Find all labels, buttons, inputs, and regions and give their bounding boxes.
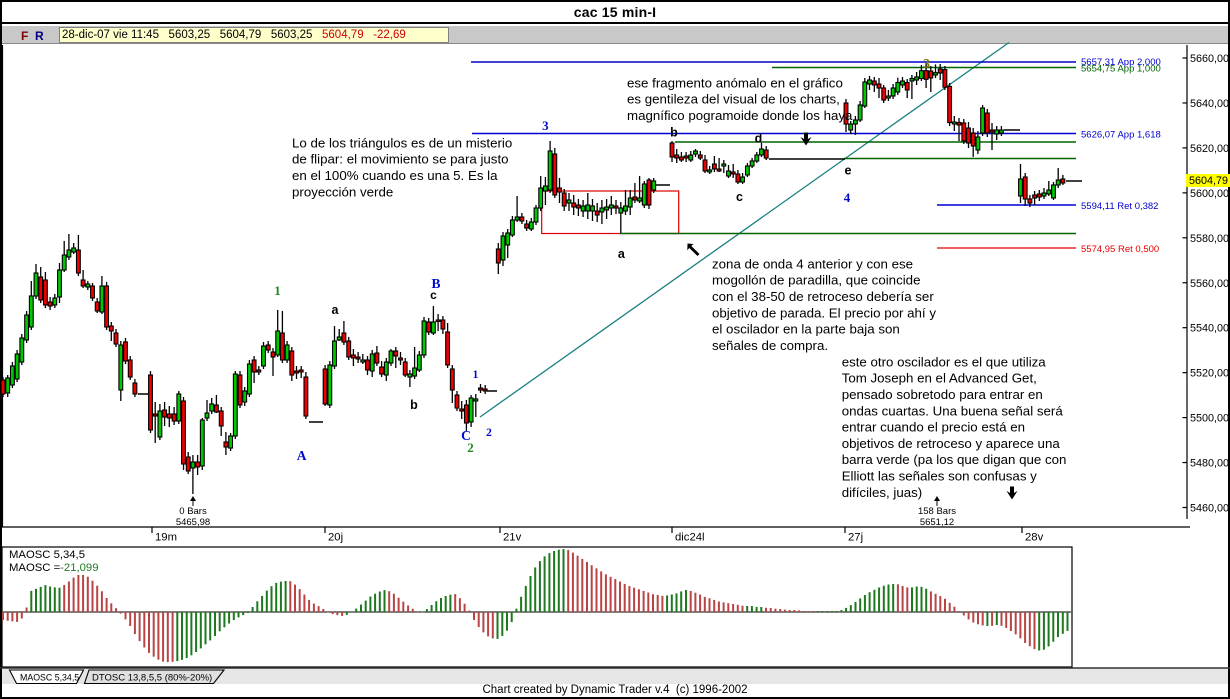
svg-text:ondas cuartas. Una buena señal: ondas cuartas. Una buena señal será <box>842 403 1064 418</box>
svg-text:objetivos de retroceso y apare: objetivos de retroceso y aparece una <box>842 436 1061 451</box>
svg-text:a: a <box>332 303 340 317</box>
svg-text:en el 100% cuando es una 5. Es: en el 100% cuando es una 5. Es la <box>292 168 498 183</box>
svg-text:20j: 20j <box>328 532 343 544</box>
svg-text:4: 4 <box>844 190 851 205</box>
svg-text:este otro oscilador es el que: este otro oscilador es el que utiliza <box>842 354 1047 369</box>
svg-text:barra verde (pa los que digan: barra verde (pa los que digan que con <box>842 452 1067 467</box>
svg-text:5600,00: 5600,00 <box>1190 188 1229 200</box>
svg-text:5465,98: 5465,98 <box>176 517 210 528</box>
svg-text:5594,11 Ret 0,382: 5594,11 Ret 0,382 <box>1081 201 1158 212</box>
svg-text:5660,00: 5660,00 <box>1190 53 1229 65</box>
svg-text:5654,75 App 1,000: 5654,75 App 1,000 <box>1081 64 1161 75</box>
svg-text:d: d <box>755 132 763 146</box>
svg-text:es gentileza del visual de los: es gentileza del visual de los charts, <box>627 92 840 107</box>
svg-text:Elliott las señales son confus: Elliott las señales son confusas y <box>842 468 1037 483</box>
svg-text:5604,79: 5604,79 <box>1189 175 1228 187</box>
svg-text:5500,00: 5500,00 <box>1190 413 1229 425</box>
svg-text:1: 1 <box>274 283 281 298</box>
svg-text:19m: 19m <box>155 532 177 544</box>
svg-text:5574,95 Ret 0,500: 5574,95 Ret 0,500 <box>1081 244 1159 255</box>
svg-text:5626,07 App 1,618: 5626,07 App 1,618 <box>1081 130 1161 141</box>
svg-text:ese fragmento anómalo en el gr: ese fragmento anómalo en el gráfico <box>627 75 843 90</box>
svg-text:MAOSC 5,34,5: MAOSC 5,34,5 <box>20 673 79 683</box>
svg-text:3: 3 <box>542 118 549 133</box>
svg-text:C: C <box>461 428 471 443</box>
svg-text:5580,00: 5580,00 <box>1190 233 1229 245</box>
svg-text:pensado sobretodo para entrar: pensado sobretodo para entrar en <box>842 387 1043 402</box>
svg-text:5480,00: 5480,00 <box>1190 458 1229 470</box>
svg-text:0 Bars: 0 Bars <box>179 506 207 517</box>
svg-text:5620,00: 5620,00 <box>1190 143 1229 155</box>
svg-text:Lo de los triángulos es de un: Lo de los triángulos es de un misterio <box>292 135 512 150</box>
svg-text:DTOSC 13,8,5,5 (80%-20%): DTOSC 13,8,5,5 (80%-20%) <box>92 673 212 684</box>
svg-text:b: b <box>410 398 418 412</box>
svg-text:entrar cuando el precio está e: entrar cuando el precio está en <box>842 420 1025 435</box>
svg-text:MAOSC 5,34,5: MAOSC 5,34,5 <box>9 549 85 561</box>
svg-text:28v: 28v <box>1025 532 1044 544</box>
svg-text:b: b <box>670 126 678 140</box>
svg-text:c: c <box>430 288 437 302</box>
svg-text:5640,00: 5640,00 <box>1190 98 1229 110</box>
svg-text:2: 2 <box>467 440 474 455</box>
svg-text:5520,00: 5520,00 <box>1190 368 1229 380</box>
svg-text:Tom Joseph en el Advanced Get,: Tom Joseph en el Advanced Get, <box>842 371 1037 386</box>
svg-text:5651,12: 5651,12 <box>920 517 954 528</box>
svg-text:158 Bars: 158 Bars <box>918 506 956 517</box>
svg-text:de flipar: el movimiento se pa: de flipar: el movimiento se para justo <box>292 152 509 167</box>
svg-text:5540,00: 5540,00 <box>1190 323 1229 335</box>
svg-text:dic24l: dic24l <box>675 532 705 544</box>
svg-text:proyección verde: proyección verde <box>292 184 393 199</box>
svg-text:señales de compra.: señales de compra. <box>712 338 828 353</box>
svg-text:e: e <box>845 164 852 178</box>
svg-text:27j: 27j <box>848 532 863 544</box>
svg-text:difíciles, juas): difíciles, juas) <box>842 485 923 500</box>
svg-text:zona de onda 4 anterior y con: zona de onda 4 anterior y con ese <box>712 256 913 271</box>
svg-text:2: 2 <box>486 427 492 439</box>
svg-text:objetivo de parada. El precio: objetivo de parada. El precio por ahí y <box>712 305 936 320</box>
svg-text:con el 38-50 de retroceso debe: con el 38-50 de retroceso debería ser <box>712 289 934 304</box>
svg-text:21v: 21v <box>503 532 522 544</box>
svg-text:a: a <box>618 247 626 261</box>
svg-text:B: B <box>431 276 440 291</box>
svg-text:5657,31 App 2,000: 5657,31 App 2,000 <box>1081 57 1161 68</box>
svg-text:1: 1 <box>473 369 479 381</box>
svg-text:c: c <box>736 190 743 204</box>
svg-text:5560,00: 5560,00 <box>1190 278 1229 290</box>
svg-text:5460,00: 5460,00 <box>1190 503 1229 515</box>
svg-text:MAOSC =-21,099: MAOSC =-21,099 <box>9 562 99 574</box>
svg-text:mogollón de paradilla, que coi: mogollón de paradilla, que coincide <box>712 273 920 288</box>
svg-text:magnífico pogramoide donde los: magnífico pogramoide donde los haya <box>627 108 853 123</box>
svg-text:3: 3 <box>923 57 930 72</box>
svg-text:el oscilador en la parte baja: el oscilador en la parte baja son <box>712 322 900 337</box>
svg-text:A: A <box>297 448 307 463</box>
